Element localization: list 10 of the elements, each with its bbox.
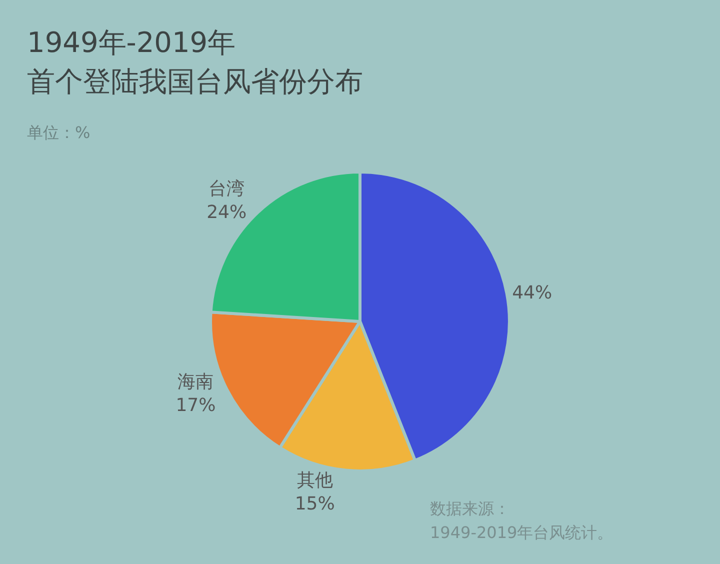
text: 单位：% <box>27 123 90 142</box>
data-label: 44% <box>512 282 552 304</box>
chart-subtitle: 首个登陆我国台风省份分布 <box>27 65 363 98</box>
slice-label: 海南 <box>178 372 214 393</box>
data-label: 17% <box>176 395 216 416</box>
data-label: 15% <box>294 493 335 514</box>
slice-label: 台湾 <box>208 178 245 200</box>
slice-label: 其他 <box>296 470 333 492</box>
chart-title: 1949年-2019年 <box>27 26 236 59</box>
data-label: 24% <box>206 202 247 223</box>
